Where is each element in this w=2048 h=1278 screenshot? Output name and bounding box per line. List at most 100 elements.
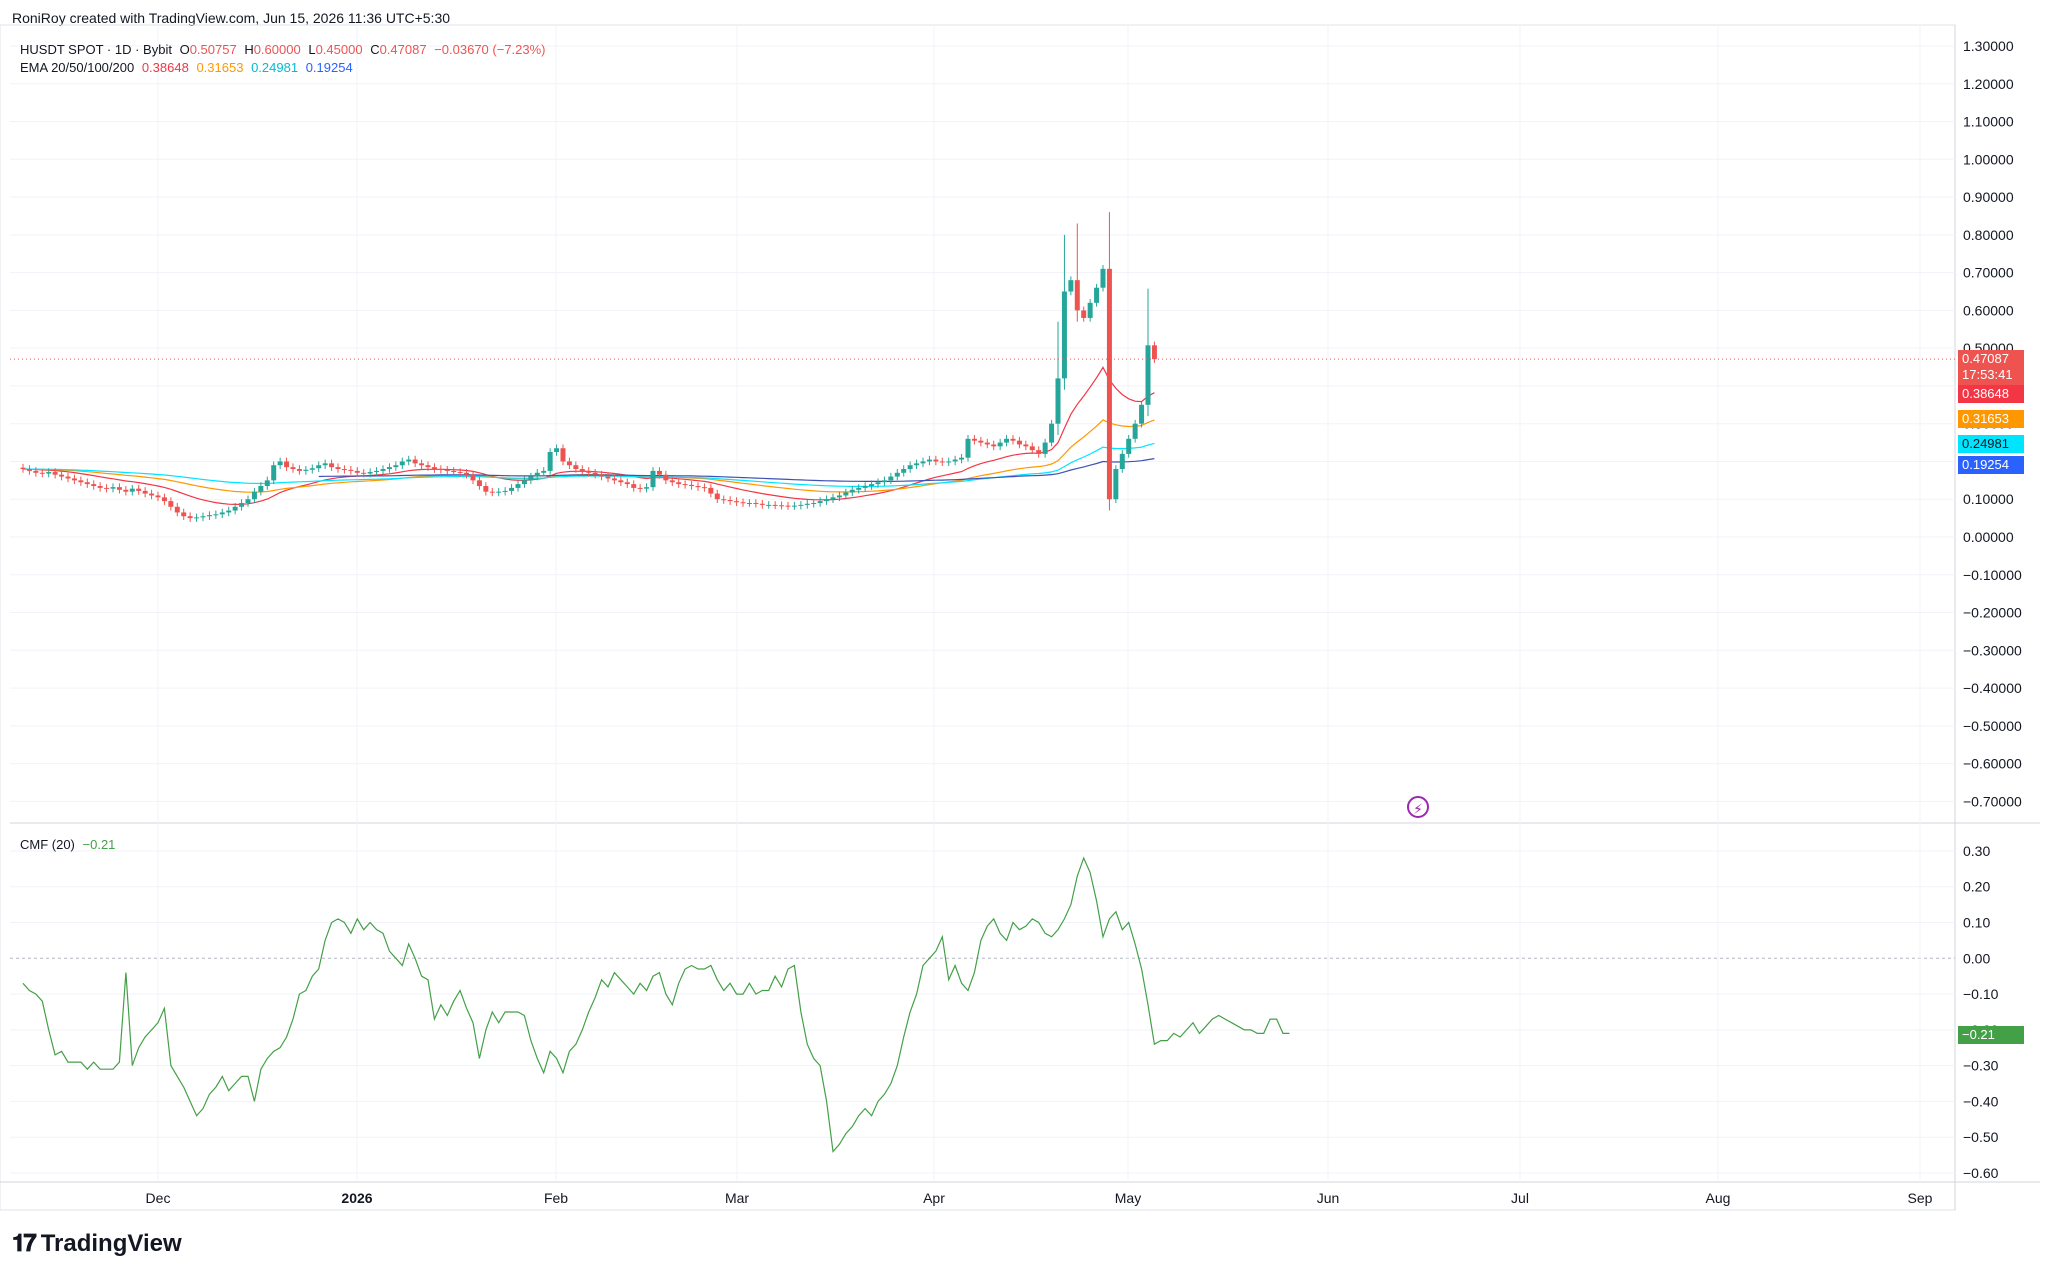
candle-down xyxy=(695,486,701,488)
candle-up xyxy=(399,461,405,466)
symbol-legend: HUSDT SPOT · 1D · Bybit O0.50757 H0.6000… xyxy=(20,42,550,57)
candle-down xyxy=(605,476,611,479)
close-label: C xyxy=(370,42,380,57)
candle-down xyxy=(753,503,759,505)
candle-down xyxy=(1010,438,1016,441)
candle-down xyxy=(939,461,945,463)
low-label: L xyxy=(308,42,316,57)
cmf-value: −0.21 xyxy=(82,837,116,852)
tradingview-footer[interactable]: 𝟏𝟕 TradingView xyxy=(12,1230,182,1258)
candle-up xyxy=(219,512,225,515)
candle-down xyxy=(33,470,39,473)
ema20-value: 0.38648 xyxy=(141,60,189,75)
candle-up xyxy=(836,495,842,498)
candle-down xyxy=(1074,280,1080,311)
price-tick-label: −0.20000 xyxy=(1963,605,2022,621)
candle-down xyxy=(933,459,939,462)
candle-down xyxy=(464,472,470,475)
candle-down xyxy=(168,501,174,507)
price-tick-label: 0.80000 xyxy=(1963,227,2014,243)
price-tick-label: −0.30000 xyxy=(1963,642,2022,658)
candle-down xyxy=(155,495,161,498)
candle-up xyxy=(791,505,797,507)
price-tick-label: 1.20000 xyxy=(1963,76,2014,92)
candle-up xyxy=(271,465,277,481)
candle-up xyxy=(849,489,855,493)
candle-down xyxy=(714,493,720,500)
candle-down xyxy=(161,497,167,502)
candle-up xyxy=(534,472,540,477)
candle-down xyxy=(187,516,193,519)
time-tick-label: Aug xyxy=(1706,1190,1731,1206)
candle-down xyxy=(123,489,129,492)
candle-down xyxy=(701,487,707,489)
candle-up xyxy=(959,457,965,460)
time-tick-label: Jul xyxy=(1511,1190,1529,1206)
time-tick-label: Mar xyxy=(725,1190,749,1206)
tradingview-logo-icon: 𝟏𝟕 xyxy=(12,1230,37,1257)
candle-down xyxy=(84,482,90,485)
candle-down xyxy=(483,486,489,492)
candle-down xyxy=(284,461,290,468)
candle-down xyxy=(59,474,65,477)
candle-down xyxy=(579,469,585,471)
candle-up xyxy=(830,497,836,500)
attribution-text: RoniRoy created with TradingView.com, Ju… xyxy=(12,10,451,26)
price-tick-label: −0.50000 xyxy=(1963,718,2022,734)
candle-up xyxy=(309,468,315,470)
candle-up xyxy=(965,438,971,458)
candle-up xyxy=(843,492,849,496)
candle-down xyxy=(341,469,347,471)
candle-up xyxy=(650,470,656,488)
candle-up xyxy=(644,487,650,489)
price-tick-label: 0.10000 xyxy=(1963,491,2014,507)
candle-up xyxy=(907,465,913,470)
candle-down xyxy=(149,493,155,496)
candle-down xyxy=(631,484,637,488)
candle-down xyxy=(1023,444,1029,447)
candle-down xyxy=(759,503,765,505)
cmf-tick-label: −0.60 xyxy=(1963,1165,1999,1181)
candle-down xyxy=(329,463,335,468)
candle-down xyxy=(412,459,418,464)
candle-up xyxy=(766,504,772,506)
candle-down xyxy=(618,480,624,483)
candle-down xyxy=(1081,310,1087,318)
candle-down xyxy=(1036,450,1042,454)
lightning-bolt-icon[interactable]: ⚡ xyxy=(1407,796,1429,818)
candle-up xyxy=(888,476,894,481)
candle-up xyxy=(824,499,830,502)
cmf-line xyxy=(22,856,1290,1153)
cmf-tick-label: −0.10 xyxy=(1963,986,1999,1002)
candle-down xyxy=(1029,446,1035,451)
candle-up xyxy=(393,465,399,468)
ema200-price-label: 0.19254 xyxy=(1958,456,2024,474)
candle-down xyxy=(611,478,617,481)
candle-down xyxy=(470,474,476,481)
candle-up xyxy=(952,459,958,462)
price-tick-label: 0.60000 xyxy=(1963,302,2014,318)
candle-up xyxy=(406,459,412,462)
ema100-price-label: 0.24981 xyxy=(1958,435,2024,453)
candle-up xyxy=(200,516,206,518)
candle-up xyxy=(386,467,392,470)
chart-frame xyxy=(0,24,1956,1211)
ema20-price-label: 0.38648 xyxy=(1958,385,2024,403)
candle-down xyxy=(26,469,32,471)
candle-down xyxy=(335,467,341,470)
candle-up xyxy=(380,469,386,471)
candle-down xyxy=(708,487,714,494)
candle-up xyxy=(926,459,932,462)
candle-up xyxy=(1139,404,1145,424)
candle-down xyxy=(669,480,675,483)
candle-up xyxy=(914,463,920,466)
candle-up xyxy=(232,506,238,511)
candle-up xyxy=(856,487,862,490)
candle-up xyxy=(1004,438,1010,443)
candle-down xyxy=(991,444,997,447)
candle-up xyxy=(213,514,219,516)
last-price-label: 0.47087 17:53:41 xyxy=(1958,350,2024,385)
candle-up xyxy=(554,448,560,453)
candle-down xyxy=(39,472,45,474)
